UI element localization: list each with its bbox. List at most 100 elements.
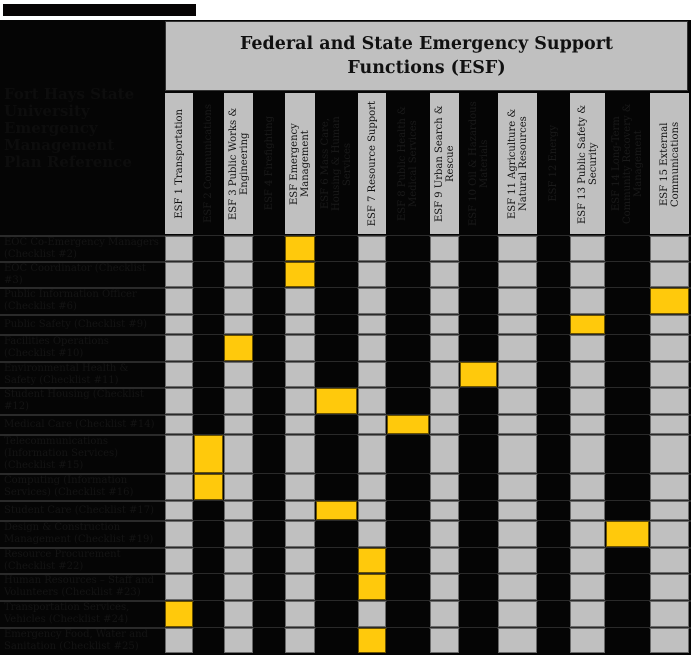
matrix-cell: [498, 521, 537, 547]
assigned-cell: [194, 474, 223, 500]
matrix-cell: [538, 262, 569, 287]
matrix-cell: [570, 435, 605, 473]
matrix-cell: [165, 236, 193, 261]
matrix-cell: [285, 628, 315, 653]
matrix-cell: [254, 362, 284, 387]
matrix-cell: [460, 601, 497, 627]
matrix-cell: [430, 415, 459, 434]
matrix-cell: [570, 388, 605, 414]
matrix-cell: [650, 315, 689, 334]
matrix-cell: [316, 601, 357, 627]
matrix-cell: [224, 415, 253, 434]
matrix-cell: [498, 474, 537, 500]
matrix-cell: [387, 521, 429, 547]
matrix-cell: [538, 288, 569, 314]
row-label: Telecommunications (Information Services…: [4, 436, 119, 471]
matrix-cell: [460, 236, 497, 261]
matrix-cell: [194, 262, 223, 287]
matrix-cell: [460, 548, 497, 573]
matrix-cell: [165, 628, 193, 653]
row-label: Facilities Operations (Checklist #10): [4, 336, 109, 359]
matrix-cell: [498, 548, 537, 573]
matrix-cell: [224, 601, 253, 627]
matrix-cell: [387, 388, 429, 414]
matrix-cell: [254, 335, 284, 361]
matrix-cell: [165, 388, 193, 414]
matrix-cell: [224, 474, 253, 500]
matrix-cell: [460, 574, 497, 600]
column-header-label: ESF 12 Energy: [548, 125, 559, 202]
matrix-cell: [606, 628, 649, 653]
matrix-cell: [285, 362, 315, 387]
matrix-cell: [285, 315, 315, 334]
column-header-label: ESF 3 Public Works & Engineering: [227, 107, 250, 220]
matrix-cell: [538, 574, 569, 600]
matrix-cell: [650, 628, 689, 653]
matrix-cell: [430, 501, 459, 520]
matrix-cell: [165, 288, 193, 314]
matrix-cell: [285, 474, 315, 500]
assigned-cell: [387, 415, 429, 434]
matrix-cell: [538, 628, 569, 653]
matrix-cell: [570, 362, 605, 387]
matrix-cell: [316, 628, 357, 653]
column-header-esf11: ESF 11 Agriculture & Natural Resources: [498, 93, 537, 234]
column-header-label: ESF 11 Agriculture & Natural Resources: [506, 108, 529, 219]
matrix-cell: [194, 501, 223, 520]
matrix-cell: [165, 474, 193, 500]
table-title-box: Federal and State Emergency Support Func…: [165, 21, 688, 91]
matrix-cell: [316, 362, 357, 387]
matrix-cell: [460, 388, 497, 414]
matrix-cell: [460, 474, 497, 500]
matrix-cell: [606, 262, 649, 287]
column-header-label: ESF 9 Urban Search & Rescue: [433, 105, 456, 222]
matrix-cell: [194, 415, 223, 434]
row-label: Student Care (Checklist #17): [4, 504, 155, 516]
matrix-cell: [254, 548, 284, 573]
column-header-esf2: ESF 2 Communications: [194, 93, 223, 234]
assigned-cell: [285, 236, 315, 261]
matrix-cell: [358, 435, 386, 473]
matrix-cell: [224, 315, 253, 334]
matrix-cell: [285, 601, 315, 627]
column-header-label: ESF 13 Public Safety & Security: [576, 103, 599, 224]
matrix-cell: [387, 315, 429, 334]
assigned-cell: [358, 574, 386, 600]
matrix-cell: [316, 288, 357, 314]
matrix-cell: [460, 521, 497, 547]
assigned-cell: [358, 628, 386, 653]
column-header-esf9: ESF 9 Urban Search & Rescue: [430, 93, 459, 234]
column-header-esf10: ESF 10 Oil & Hazardous Materials: [460, 93, 497, 234]
matrix-cell: [254, 601, 284, 627]
matrix-cell: [570, 628, 605, 653]
matrix-cell: [538, 388, 569, 414]
matrix-cell: [650, 236, 689, 261]
assigned-cell: [316, 388, 357, 414]
column-header-label: ESF 15 External Communications: [658, 120, 681, 207]
matrix-cell: [430, 601, 459, 627]
matrix-cell: [650, 501, 689, 520]
matrix-cell: [254, 521, 284, 547]
matrix-cell: [194, 288, 223, 314]
matrix-cell: [650, 474, 689, 500]
matrix-cell: [650, 435, 689, 473]
matrix-cell: [387, 236, 429, 261]
matrix-cell: [316, 521, 357, 547]
matrix-cell: [606, 315, 649, 334]
assigned-cell: [358, 548, 386, 573]
matrix-cell: [254, 474, 284, 500]
matrix-cell: [358, 262, 386, 287]
matrix-cell: [460, 501, 497, 520]
row-label: Public Safety (Checklist #9): [4, 318, 147, 330]
matrix-cell: [460, 288, 497, 314]
matrix-cell: [285, 335, 315, 361]
matrix-cell: [316, 262, 357, 287]
row-label: Transportation Services, Vehicles (Check…: [4, 602, 130, 625]
matrix-cell: [538, 236, 569, 261]
matrix-cell: [358, 236, 386, 261]
matrix-cell: [430, 335, 459, 361]
matrix-cell: [194, 362, 223, 387]
column-header-esf1: ESF 1 Transportation: [165, 93, 193, 234]
matrix-cell: [606, 415, 649, 434]
matrix-cell: [224, 574, 253, 600]
